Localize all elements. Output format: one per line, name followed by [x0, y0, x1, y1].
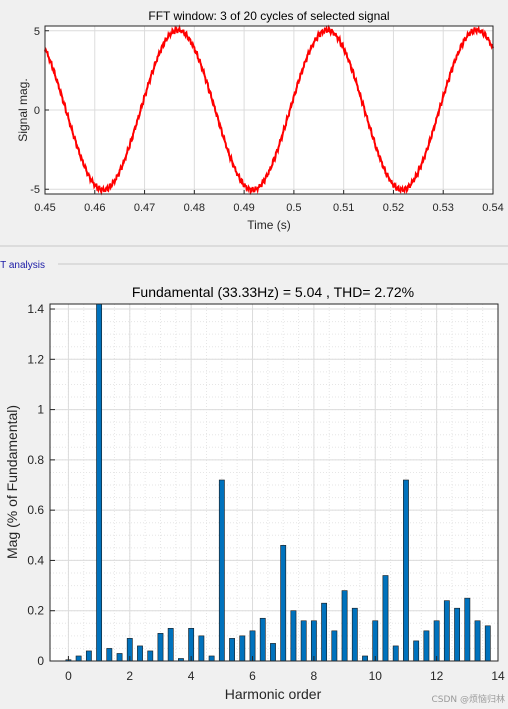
signal-x-tick-label: 0.53	[433, 202, 454, 214]
harmonic-bar	[372, 620, 379, 662]
signal-x-tick-label: 0.46	[84, 202, 105, 214]
harmonic-bar	[147, 650, 154, 662]
harmonic-axes-box	[49, 303, 499, 662]
harmonic-y-tick-label: 0.4	[27, 553, 44, 567]
harmonic-bar	[106, 648, 113, 662]
signal-line	[44, 24, 494, 196]
signal-x-tick-label: 0.5	[286, 202, 301, 214]
harmonic-bar	[270, 643, 276, 662]
harmonic-x-axis-label: Harmonic order	[225, 686, 322, 702]
harmonic-bar	[85, 650, 92, 662]
harmonic-bar	[280, 545, 287, 662]
harmonic-bar	[341, 590, 348, 662]
harmonic-x-tick-label: 10	[369, 669, 383, 683]
harmonic-x-tick-label: 4	[188, 669, 195, 683]
signal-x-tick-label: 0.49	[233, 202, 254, 214]
signal-x-tick-label: 0.48	[184, 202, 205, 214]
signal-y-tick-label: 0	[34, 105, 40, 117]
harmonic-bar	[198, 635, 205, 662]
harmonic-bar	[116, 653, 123, 662]
harmonic-bar	[351, 607, 358, 662]
signal-x-tick-label: 0.54	[482, 202, 503, 214]
harmonic-bar	[413, 640, 420, 662]
harmonic-y-ticks: 0 0.2 0.4 0.6 0.8 1 1.2 1.4	[27, 302, 55, 668]
harmonic-x-tick-label: 14	[491, 669, 505, 683]
harmonic-y-tick-label: 0.8	[27, 453, 44, 467]
harmonic-bar	[310, 620, 317, 662]
harmonic-bar	[331, 630, 338, 662]
harmonic-bar	[464, 597, 471, 662]
harmonic-x-tick-label: 8	[311, 669, 318, 683]
harmonic-bar	[239, 635, 246, 662]
harmonic-y-tick-label: 0.2	[27, 604, 44, 618]
harmonic-bar	[484, 625, 491, 662]
harmonic-bar	[362, 655, 368, 662]
harmonic-bar	[167, 628, 174, 662]
harmonic-bar	[157, 633, 164, 662]
harmonic-y-tick-label: 0.6	[27, 503, 44, 517]
fft-analysis-panel-label: FT analysis	[0, 260, 45, 271]
harmonic-bar	[382, 575, 389, 662]
signal-y-axis-label: Signal mag.	[16, 78, 30, 141]
harmonic-bar	[218, 479, 225, 662]
harmonic-bar	[321, 602, 328, 662]
harmonic-bar	[454, 607, 461, 662]
signal-x-tick-label: 0.45	[34, 202, 55, 214]
harmonic-chart: 0 2 4 6 8 10 12 14 0 0.2 0.4 0.6 0.8 1 1.2 1.4 Fundame…	[4, 284, 505, 702]
harmonic-chart-title: Fundamental (33.33Hz) = 5.04 , THD= 2.72…	[132, 284, 414, 300]
signal-chart-title: FFT window: 3 of 20 cycles of selected s…	[148, 9, 389, 23]
harmonic-bar	[96, 303, 103, 662]
signal-x-tick-label: 0.47	[134, 202, 155, 214]
harmonic-bar	[443, 600, 450, 662]
harmonic-bar	[137, 645, 143, 662]
watermark: CSDN @烦恼归林	[431, 693, 505, 705]
harmonic-bar	[208, 655, 215, 662]
harmonic-bar	[229, 638, 235, 662]
harmonic-bar	[300, 620, 307, 662]
harmonic-bar	[392, 645, 399, 662]
harmonic-bar	[75, 655, 82, 662]
harmonic-y-tick-label: 0	[37, 654, 44, 668]
signal-y-tick-label: -5	[30, 184, 40, 196]
harmonic-bar	[423, 630, 430, 662]
signal-y-tick-label: 5	[34, 26, 40, 38]
harmonic-bar	[433, 620, 440, 662]
signal-axes-box	[44, 25, 494, 195]
signal-x-tick-label: 0.52	[383, 202, 404, 214]
harmonic-bar	[474, 620, 481, 662]
harmonic-plot-area	[50, 304, 498, 661]
signal-chart: 0.45 0.46 0.47 0.48 0.49 0.5 0.51 0.52 0.53 0.54 …	[16, 9, 504, 232]
signal-x-ticks: 0.45 0.46 0.47 0.48 0.49 0.5 0.51 0.52 0.53 0.54	[34, 190, 504, 214]
harmonic-bar	[259, 617, 266, 662]
harmonic-y-tick-label: 1	[37, 403, 44, 417]
signal-x-axis-label: Time (s)	[247, 218, 291, 232]
harmonic-y-tick-label: 1.4	[27, 302, 44, 316]
harmonic-x-tick-label: 0	[65, 669, 72, 683]
harmonic-x-tick-label: 6	[249, 669, 256, 683]
harmonic-x-tick-label: 12	[430, 669, 444, 683]
harmonic-x-ticks: 0 2 4 6 8 10 12 14	[65, 656, 505, 683]
harmonic-x-tick-label: 2	[126, 669, 133, 683]
harmonic-bar	[403, 479, 409, 662]
signal-y-ticks: -5 0 5	[30, 26, 49, 196]
harmonic-y-axis-label: Mag (% of Fundamental)	[4, 405, 20, 559]
harmonic-y-tick-label: 1.2	[27, 352, 44, 366]
signal-x-tick-label: 0.51	[333, 202, 354, 214]
harmonic-bar	[290, 610, 297, 662]
